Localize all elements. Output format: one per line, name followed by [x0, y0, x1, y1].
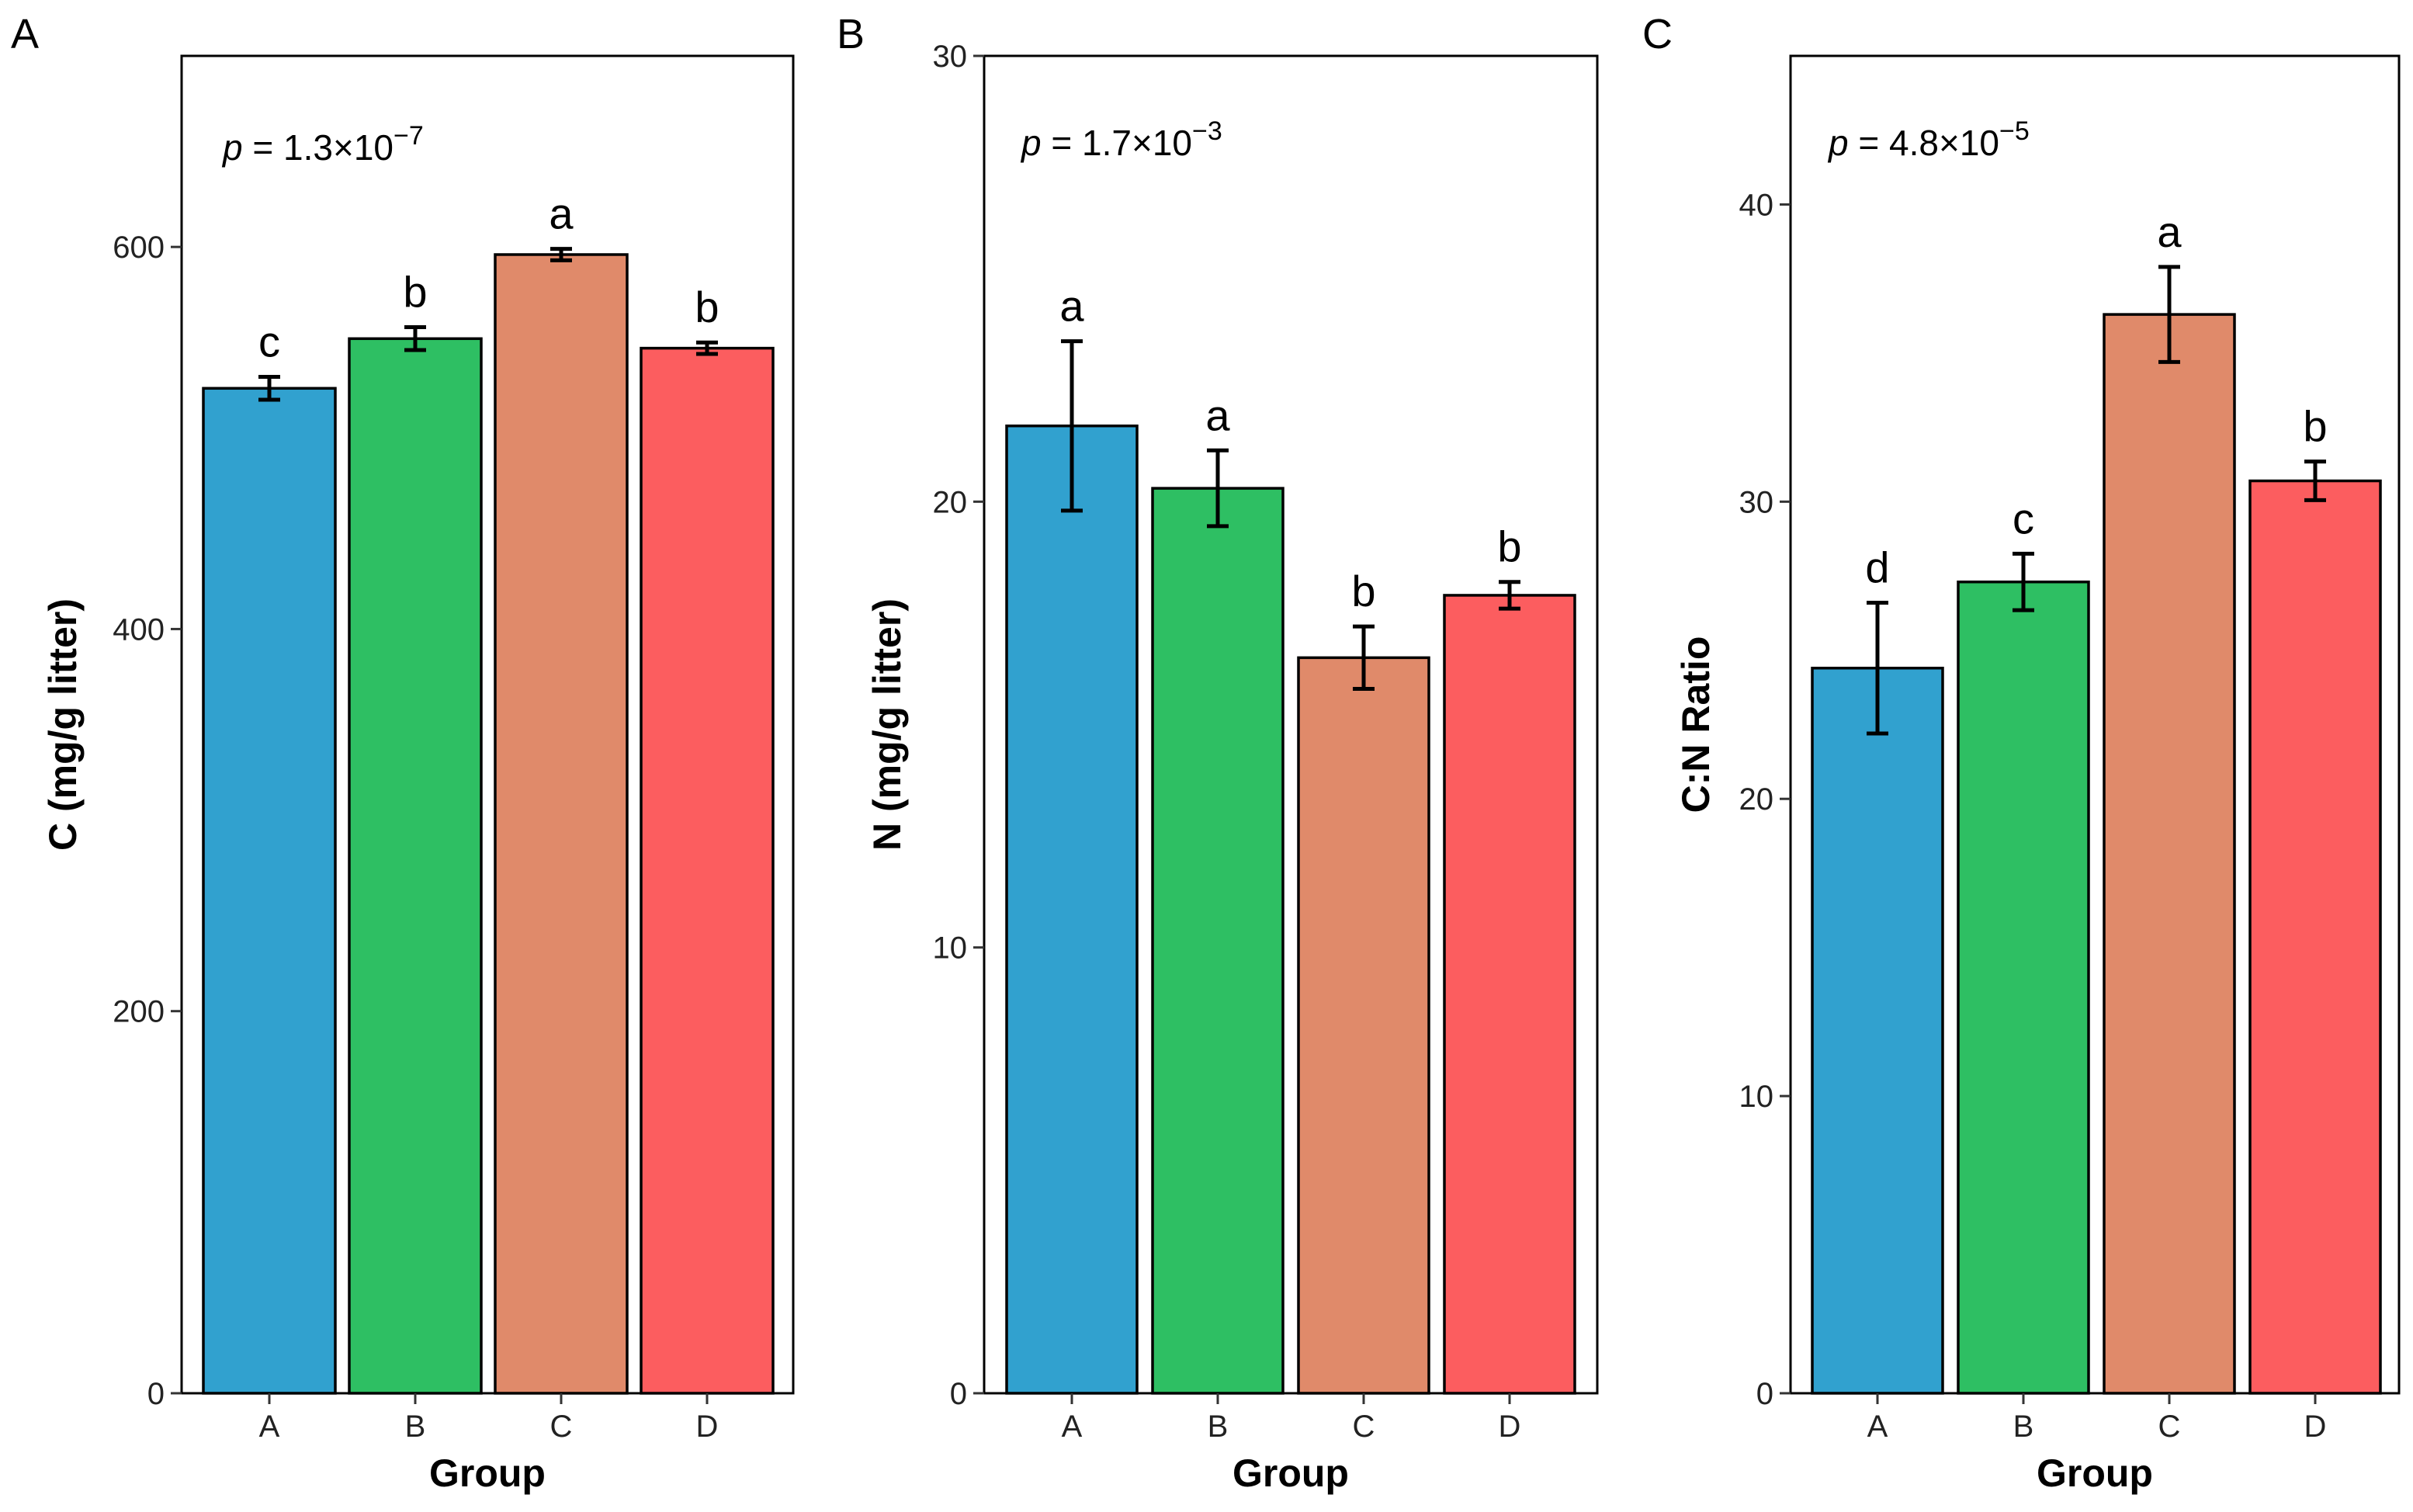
panel-b-letter: B	[837, 11, 865, 57]
panel-a-xtick-label: B	[405, 1410, 426, 1444]
panel-b-significance-c: b	[1351, 567, 1375, 616]
panel-c: C 0 10 20 30 40 d Ac Ba Cb D Group C:N Ratio p = 4.8×…	[1642, 11, 2401, 1495]
panel-c-xtick-label: C	[2158, 1410, 2181, 1444]
panel-a-p-value: p = 1.3×10−7	[221, 121, 424, 168]
panel-b-ytick-label: 10	[933, 931, 968, 966]
panel-a-y-axis-title: C (mg/g litter)	[41, 598, 85, 851]
panel-b-ytick-label: 30	[933, 40, 968, 74]
panel-c-p-value: p = 4.8×10−5	[1827, 116, 2030, 163]
panel-c-significance-a: d	[1865, 543, 1889, 592]
panel-a-significance-c: a	[549, 189, 574, 238]
panel-b-y-axis-title: N (mg/g litter)	[865, 598, 909, 851]
panel-c-ytick-label: 20	[1739, 782, 1774, 817]
panel-c-significance-c: a	[2157, 207, 2182, 256]
panel-b-significance-b: a	[1205, 390, 1230, 439]
panel-c-xtick-label: D	[2304, 1410, 2327, 1444]
panel-b-xtick-label: D	[1499, 1410, 1521, 1444]
panel-a-ytick-label: 200	[113, 995, 165, 1029]
panel-a-x-axis-title: Group	[429, 1451, 546, 1495]
panel-a-bar-b	[348, 337, 483, 1395]
panel-c-significance-b: c	[2013, 494, 2034, 543]
panel-b-xtick-label: C	[1353, 1410, 1375, 1444]
panel-b-xtick-label: A	[1062, 1410, 1083, 1444]
panel-c-significance-d: b	[2303, 402, 2327, 451]
panel-a-ytick-label: 0	[147, 1377, 165, 1411]
panel-a-letter: A	[11, 11, 39, 57]
panel-b-bar-a	[1005, 424, 1139, 1395]
panel-c-xtick-label: A	[1867, 1410, 1888, 1444]
panel-c-ytick-label: 10	[1739, 1080, 1774, 1114]
panel-a-xtick-label: C	[550, 1410, 573, 1444]
panel-c-bar-d	[2248, 479, 2382, 1395]
panel-b-frame	[983, 54, 1599, 1395]
panel-a-ytick-label: 400	[113, 612, 165, 647]
panel-b-ytick-label: 0	[950, 1377, 967, 1411]
panel-a-xtick-label: D	[696, 1410, 719, 1444]
panel-c-ytick-label: 30	[1739, 485, 1774, 519]
panel-b-bar-c	[1297, 656, 1430, 1395]
panel-c-bar-b	[1957, 580, 2090, 1395]
panel-b-bar-b	[1151, 487, 1285, 1395]
panel-a-significance-d: b	[695, 283, 719, 331]
panel-a-xtick-label: A	[259, 1410, 280, 1444]
panel-a-bar-c	[494, 253, 629, 1395]
panel-b-significance-d: b	[1497, 522, 1521, 571]
panel-b-x-axis-title: Group	[1233, 1451, 1349, 1495]
panel-b-p-value: p = 1.7×10−3	[1020, 116, 1222, 163]
panel-c-frame	[1789, 54, 2401, 1395]
panel-a-frame	[180, 54, 795, 1395]
panel-c-ytick-label: 0	[1756, 1377, 1773, 1411]
panel-b-significance-a: a	[1059, 282, 1084, 331]
panel-b-ytick-label: 20	[933, 485, 968, 519]
panel-b: B 0 10 20 30 a Aa Bb Cb D Group N (mg/g litter) p = …	[837, 11, 1599, 1495]
panel-a-bar-d	[640, 346, 775, 1395]
panel-c-bar-c	[2103, 313, 2236, 1395]
panel-c-xtick-label: B	[2013, 1410, 2034, 1444]
panel-c-bar-a	[1811, 667, 1944, 1395]
panel-a-ytick-label: 600	[113, 231, 165, 265]
panel-c-letter: C	[1642, 11, 1673, 57]
panel-a-significance-b: b	[403, 268, 427, 317]
panel-b-bar-d	[1443, 594, 1576, 1395]
panel-b-xtick-label: B	[1208, 1410, 1229, 1444]
panel-c-x-axis-title: Group	[2037, 1451, 2153, 1495]
panel-a: A 0 200 400 600 c Ab Ba Cb D Group C (mg/g litter) p…	[11, 11, 795, 1495]
panel-a-bar-a	[202, 387, 337, 1395]
panel-a-significance-a: c	[258, 317, 280, 366]
panel-c-ytick-label: 40	[1739, 188, 1774, 222]
panel-c-y-axis-title: C:N Ratio	[1674, 636, 1718, 813]
